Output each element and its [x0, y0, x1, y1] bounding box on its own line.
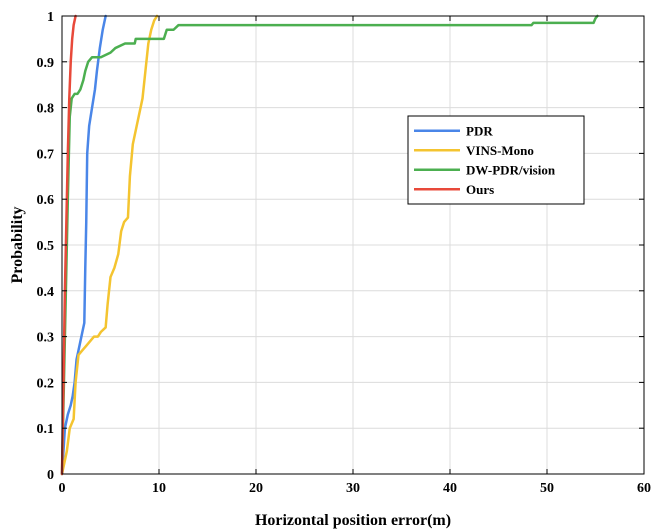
- series-line-1: [60, 14, 107, 476]
- legend-label: Ours: [466, 182, 494, 197]
- y-tick-label: 0: [47, 468, 54, 483]
- x-tick-label: 20: [249, 481, 263, 496]
- y-tick-label: 1: [47, 10, 54, 25]
- plot-area: [60, 14, 599, 476]
- x-axis-title: Horizontal position error(m): [255, 512, 451, 529]
- legend: PDR VINS-Mono DW-PDR/vision Ours: [407, 115, 585, 205]
- series-line-3: [60, 14, 599, 476]
- x-tick-label: 60: [637, 481, 651, 496]
- axis-ticks: 0 10 20 30 40 50 60 0 0.1 0.2 0.3 0.4 0.5 0.6 0.7 0.8 0.…: [37, 10, 652, 496]
- grid: [62, 16, 644, 474]
- x-tick-label: 10: [152, 481, 166, 496]
- legend-label: PDR: [466, 123, 493, 138]
- y-tick-label: 0.8: [37, 102, 55, 117]
- y-tick-label: 0.6: [37, 193, 55, 208]
- y-tick-label: 0.7: [37, 147, 55, 162]
- y-tick-label: 0.3: [37, 331, 55, 346]
- x-tick-label: 30: [346, 481, 360, 496]
- legend-label: VINS-Mono: [466, 143, 534, 158]
- y-tick-label: 0.4: [37, 285, 55, 300]
- legend-label: DW-PDR/vision: [466, 162, 556, 177]
- x-tick-label: 50: [540, 481, 554, 496]
- y-tick-label: 0.1: [37, 422, 55, 437]
- legend-box: [407, 115, 585, 205]
- x-tick-label: 0: [59, 481, 66, 496]
- y-axis-title: Probability: [9, 206, 26, 283]
- y-tick-label: 0.9: [37, 56, 55, 71]
- x-tick-label: 40: [443, 481, 457, 496]
- y-tick-label: 0.5: [37, 239, 55, 254]
- series-line-2: [60, 14, 159, 476]
- y-tick-label: 0.2: [37, 376, 55, 391]
